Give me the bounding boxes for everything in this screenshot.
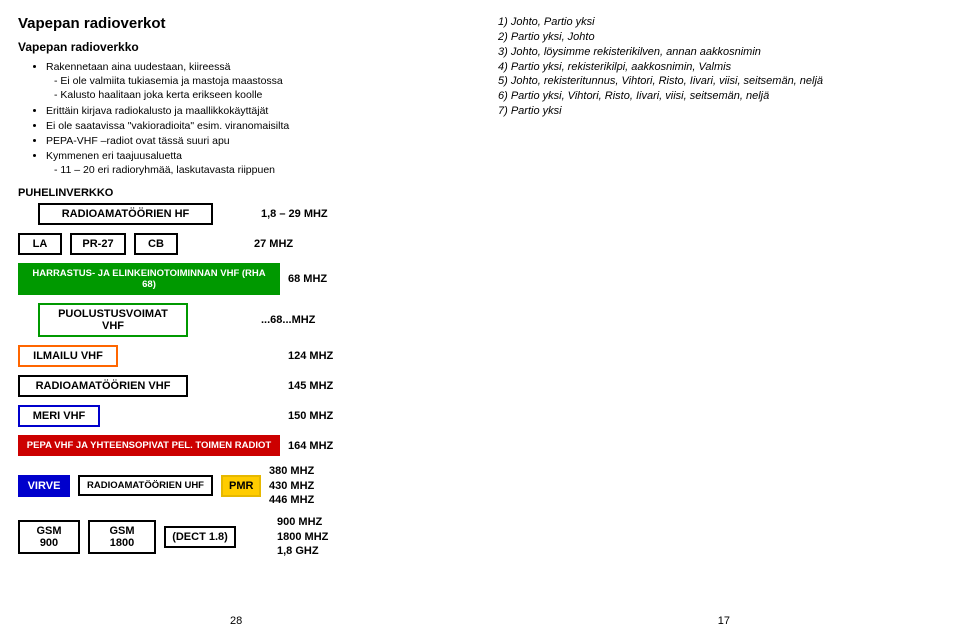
freq-puolustus: ...68...MHZ — [261, 314, 315, 326]
freq-164: 164 MHZ — [288, 440, 333, 452]
box-amat-vhf: RADIOAMATÖÖRIEN VHF — [18, 375, 188, 397]
row-puolustus: PUOLUSTUSVOIMAT VHF ...68...MHZ — [18, 303, 462, 337]
title-sub: Vapepan radioverkko — [18, 40, 462, 54]
page-num-right: 17 — [718, 615, 730, 627]
bullet-1: Rakennetaan aina uudestaan, kiireessä — [46, 61, 230, 73]
bullet-1-sub-2: - Kalusto haalitaan joka kerta erikseen … — [54, 88, 462, 102]
box-ilmailu: ILMAILU VHF — [18, 345, 118, 367]
freq-27: 27 MHZ — [254, 238, 293, 250]
box-pepa: PEPA VHF JA YHTEENSOPIVAT PEL. TOIMEN RA… — [18, 435, 280, 456]
bullets-list: Rakennetaan aina uudestaan, kiireessä - … — [46, 60, 462, 177]
right-item-1: 1) Johto, Partio yksi — [498, 15, 942, 30]
freq-430: 430 MHZ — [269, 479, 314, 493]
bullet-3: Ei ole saatavissa "vakioradioita" esim. … — [46, 120, 289, 132]
box-pmr: PMR — [221, 475, 261, 497]
row-pepa: PEPA VHF JA YHTEENSOPIVAT PEL. TOIMEN RA… — [18, 435, 462, 456]
box-la: LA — [18, 233, 62, 255]
bullet-5: Kymmenen eri taajuusaluetta — [46, 150, 182, 162]
row-rha68: HARRASTUS- JA ELINKEINOTOIMINNAN VHF (RH… — [18, 263, 462, 295]
right-list: 1) Johto, Partio yksi 2) Partio yksi, Jo… — [498, 15, 942, 119]
box-cb: CB — [134, 233, 178, 255]
freq-150: 150 MHZ — [288, 410, 333, 422]
freq-145: 145 MHZ — [288, 380, 333, 392]
freq-446: 446 MHZ — [269, 493, 314, 507]
right-item-4: 4) Partio yksi, rekisterikilpi, aakkosni… — [498, 60, 942, 75]
box-puolustus: PUOLUSTUSVOIMAT VHF — [38, 303, 188, 337]
row-virve: VIRVE RADIOAMATÖÖRIEN UHF PMR 380 MHZ 43… — [18, 464, 462, 507]
right-item-7: 7) Partio yksi — [498, 104, 942, 119]
box-pr27: PR-27 — [70, 233, 126, 255]
freq-1800: 1800 MHZ — [277, 530, 328, 544]
right-item-3: 3) Johto, löysimme rekisterikilven, anna… — [498, 45, 942, 60]
row-hf: RADIOAMATÖÖRIEN HF 1,8 – 29 MHZ — [18, 203, 462, 225]
row-gsm: GSM 900 GSM 1800 (DECT 1.8) 900 MHZ 1800… — [18, 515, 462, 558]
box-hf: RADIOAMATÖÖRIEN HF — [38, 203, 213, 225]
bullet-2: Erittäin kirjava radiokalusto ja maallik… — [46, 105, 268, 117]
row-27mhz: LA PR-27 CB 27 MHZ — [18, 233, 462, 255]
bullet-5-sub-1: - 11 – 20 eri radioryhmää, laskutavasta … — [54, 163, 462, 177]
box-virve: VIRVE — [18, 475, 70, 497]
bullet-4: PEPA-VHF –radiot ovat tässä suuri apu — [46, 135, 230, 147]
box-rha68: HARRASTUS- JA ELINKEINOTOIMINNAN VHF (RH… — [18, 263, 280, 295]
freq-380: 380 MHZ — [269, 464, 314, 478]
freq-18ghz: 1,8 GHZ — [277, 544, 328, 558]
freq-hf: 1,8 – 29 MHZ — [261, 208, 328, 220]
right-item-2: 2) Partio yksi, Johto — [498, 30, 942, 45]
freq-900: 900 MHZ — [277, 515, 328, 529]
box-meri: MERI VHF — [18, 405, 100, 427]
box-amat-uhf: RADIOAMATÖÖRIEN UHF — [78, 475, 213, 496]
bullet-1-sub-1: - Ei ole valmiita tukiasemia ja mastoja … — [54, 74, 462, 88]
row-ilmailu: ILMAILU VHF 124 MHZ — [18, 345, 462, 367]
section-label: PUHELINVERKKO — [18, 187, 462, 199]
page-num-left: 28 — [230, 615, 242, 627]
freq-124: 124 MHZ — [288, 350, 333, 362]
box-gsm900: GSM 900 — [18, 520, 80, 554]
row-meri: MERI VHF 150 MHZ — [18, 405, 462, 427]
box-dect: (DECT 1.8) — [164, 526, 236, 548]
box-gsm1800: GSM 1800 — [88, 520, 156, 554]
right-item-6: 6) Partio yksi, Vihtori, Risto, Iivari, … — [498, 89, 942, 104]
row-amat-vhf: RADIOAMATÖÖRIEN VHF 145 MHZ — [18, 375, 462, 397]
freq-virve-block: 380 MHZ 430 MHZ 446 MHZ — [269, 464, 314, 507]
right-item-5: 5) Johto, rekisteritunnus, Vihtori, Rist… — [498, 74, 942, 89]
freq-68: 68 MHZ — [288, 273, 327, 285]
freq-gsm-block: 900 MHZ 1800 MHZ 1,8 GHZ — [277, 515, 328, 558]
title-main: Vapepan radioverkot — [18, 15, 462, 32]
